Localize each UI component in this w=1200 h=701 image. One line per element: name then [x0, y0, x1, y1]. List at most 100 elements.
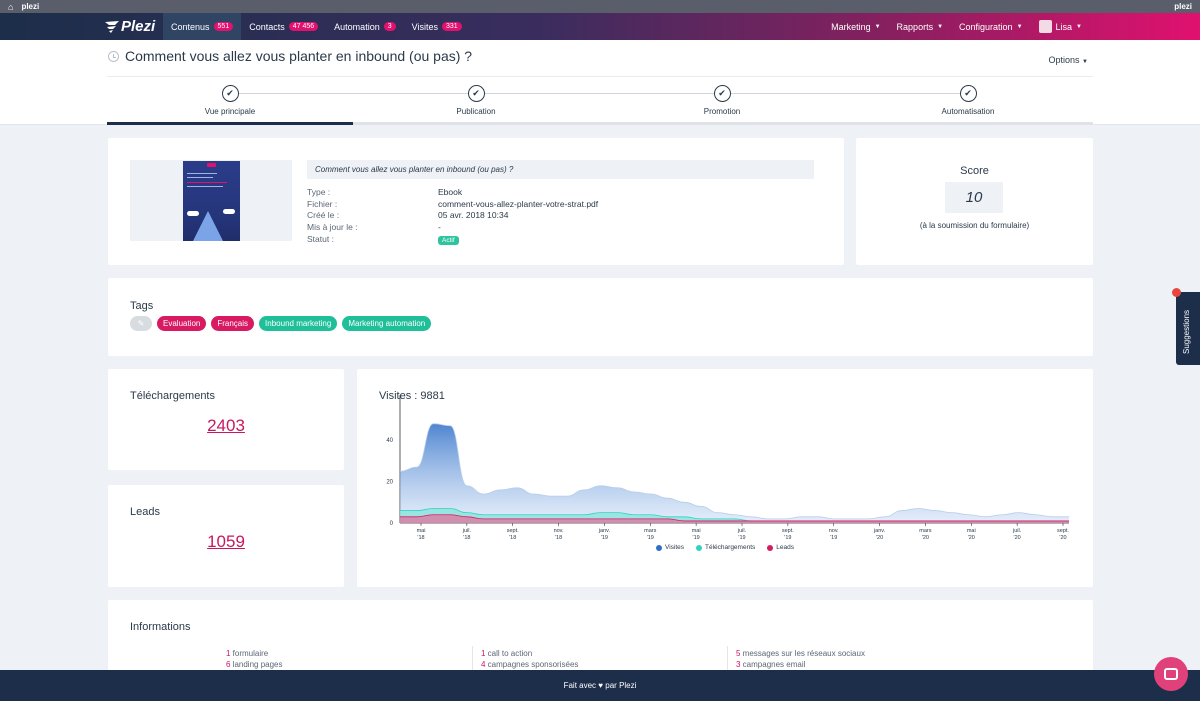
x-tick-label: nov. — [554, 528, 564, 534]
tags-card: Tags ✎ Evaluation Français Inbound marke… — [108, 278, 1093, 356]
legend-telechargements[interactable]: Téléchargements — [696, 544, 755, 551]
visits-chart-card: Visites : 9881 0 20 40 mai '18 juil. '18 sept. '… — [357, 369, 1093, 587]
plezi-logo[interactable]: Plezi — [105, 18, 163, 35]
options-dropdown[interactable]: Options ▼ — [1049, 55, 1089, 65]
ebook-thumbnail[interactable] — [130, 160, 292, 241]
x-tick-year: '19 — [830, 535, 837, 541]
page-title: Comment vous allez vous planter en inbou… — [125, 48, 473, 64]
edit-tags-icon[interactable]: ✎ — [130, 316, 152, 331]
steps-connector — [230, 93, 970, 94]
column-divider — [727, 646, 728, 674]
x-tick-label: sept. — [507, 528, 519, 534]
suggestions-tab[interactable]: Suggestions — [1172, 288, 1200, 365]
check-icon: ✔ — [713, 85, 731, 102]
y-tick-label: 20 — [386, 480, 393, 486]
footer-text: Fait avec — [563, 681, 597, 690]
nav-item-visites[interactable]: Visites 331 — [404, 13, 470, 40]
user-menu[interactable]: Lisa ▼ — [1031, 13, 1090, 40]
x-tick-label: juil. — [737, 528, 747, 534]
tag-evaluation[interactable]: Evaluation — [157, 316, 207, 331]
x-tick-label: mars — [644, 528, 656, 534]
top-strip: ⌂ plezi plezi — [0, 0, 1200, 13]
y-tick-label: 40 — [386, 438, 393, 444]
score-value: 10 — [945, 182, 1003, 213]
info-count: 6 — [226, 660, 231, 669]
series-line-leads — [400, 514, 1069, 522]
x-tick-year: '19 — [693, 535, 700, 541]
menu-label: Marketing — [831, 21, 871, 32]
x-tick-year: '19 — [738, 535, 745, 541]
x-tick-year: '19 — [601, 535, 608, 541]
tag-inbound-marketing[interactable]: Inbound marketing — [259, 316, 338, 331]
nav-menu-rapports[interactable]: Rapports ▼ — [889, 13, 951, 40]
info-item[interactable]: 5 messages sur les réseaux sociaux — [736, 648, 865, 659]
chat-icon — [1164, 668, 1178, 680]
info-label: landing pages — [230, 660, 283, 669]
avatar — [1038, 20, 1052, 33]
check-icon: ✔ — [959, 85, 977, 102]
count-badge: 47 456 — [288, 22, 319, 31]
count-badge: 3 — [383, 22, 396, 31]
legend-label: Téléchargements — [705, 544, 756, 551]
content-name: Comment vous allez vous planter en inbou… — [307, 160, 814, 179]
visits-chart: 02040mai'18juil.'18sept.'18nov.'18janv.'… — [386, 395, 1069, 541]
field-file: Fichier : comment-vous-allez-planter-votr… — [307, 199, 598, 209]
x-tick-year: '18 — [417, 535, 424, 541]
caret-down-icon: ▼ — [874, 23, 881, 30]
legend-label: Visites — [665, 544, 685, 551]
field-label: Fichier : — [307, 199, 338, 209]
info-item[interactable]: 6 landing pages — [226, 659, 283, 670]
main-navbar: Plezi Contenus 551 Contacts 47 456 Autom… — [0, 13, 1200, 40]
info-label: formulaire — [230, 649, 269, 658]
x-tick-label: sept. — [1057, 528, 1069, 534]
info-count: 1 — [226, 649, 231, 658]
legend-leads[interactable]: Leads — [767, 544, 794, 551]
caret-down-icon: ▼ — [1016, 23, 1023, 30]
top-brand: plezi — [21, 2, 40, 11]
x-tick-year: '20 — [922, 535, 929, 541]
info-item[interactable]: 1 formulaire — [226, 648, 283, 659]
x-tick-label: juil. — [462, 528, 472, 534]
nav-item-automation[interactable]: Automation 3 — [326, 13, 403, 40]
info-item[interactable]: 1 call to action — [481, 648, 578, 659]
nav-menu-marketing[interactable]: Marketing ▼ — [823, 13, 888, 40]
nav-label: Automation — [334, 21, 380, 32]
caret-down-icon: ▼ — [1076, 23, 1082, 30]
field-value: 05 avr. 2018 10:34 — [438, 210, 509, 220]
content-header: Comment vous allez vous planter en inbou… — [0, 40, 1200, 125]
user-name: Lisa — [1055, 21, 1073, 32]
home-icon[interactable]: ⌂ — [8, 1, 14, 12]
info-item[interactable]: 3 campagnes email — [736, 659, 865, 670]
info-column-1: 1 formulaire 6 landing pages — [226, 648, 283, 670]
x-tick-label: mai — [417, 528, 426, 534]
workflow-steps: ✔ Vue principale ✔ Publication ✔ Promotion … — [107, 85, 1093, 125]
field-value: Ebook — [438, 187, 463, 197]
nav-item-contacts[interactable]: Contacts 47 456 — [241, 13, 326, 40]
file-link[interactable]: comment-vous-allez-planter-votre-strat.p… — [438, 199, 599, 209]
divider — [107, 76, 1093, 77]
chat-button[interactable] — [1154, 657, 1188, 691]
downloads-count-link[interactable]: 2403 — [207, 416, 245, 435]
step-automatisation[interactable]: ✔ Automatisation — [845, 85, 1091, 116]
nav-menu-configuration[interactable]: Configuration ▼ — [951, 13, 1031, 40]
score-label: Score — [960, 165, 989, 177]
x-tick-year: '19 — [784, 535, 791, 541]
footer: Fait avec ♥ par Plezi — [0, 670, 1200, 701]
status-badge: Actif — [438, 236, 459, 245]
series-line-visites — [399, 423, 1069, 520]
step-vue-principale[interactable]: ✔ Vue principale — [107, 85, 353, 116]
leads-count-link[interactable]: 1059 — [207, 532, 245, 551]
field-label: Type : — [307, 187, 331, 197]
step-publication[interactable]: ✔ Publication — [353, 85, 599, 116]
caret-down-icon: ▼ — [1082, 59, 1088, 65]
step-promotion[interactable]: ✔ Promotion — [599, 85, 845, 116]
score-card: Score 10 (à la soumission du formulaire) — [856, 138, 1093, 265]
column-divider — [472, 646, 473, 674]
nav-item-contenus[interactable]: Contenus 551 — [163, 13, 242, 40]
info-item[interactable]: 4 campagnes sponsorisées — [481, 659, 578, 670]
tag-francais[interactable]: Français — [211, 316, 255, 331]
tag-marketing-automation[interactable]: Marketing automation — [342, 316, 432, 331]
field-value: - — [438, 222, 441, 232]
legend-visites[interactable]: Visites — [656, 544, 684, 551]
info-label: campagnes sponsorisées — [485, 660, 579, 669]
